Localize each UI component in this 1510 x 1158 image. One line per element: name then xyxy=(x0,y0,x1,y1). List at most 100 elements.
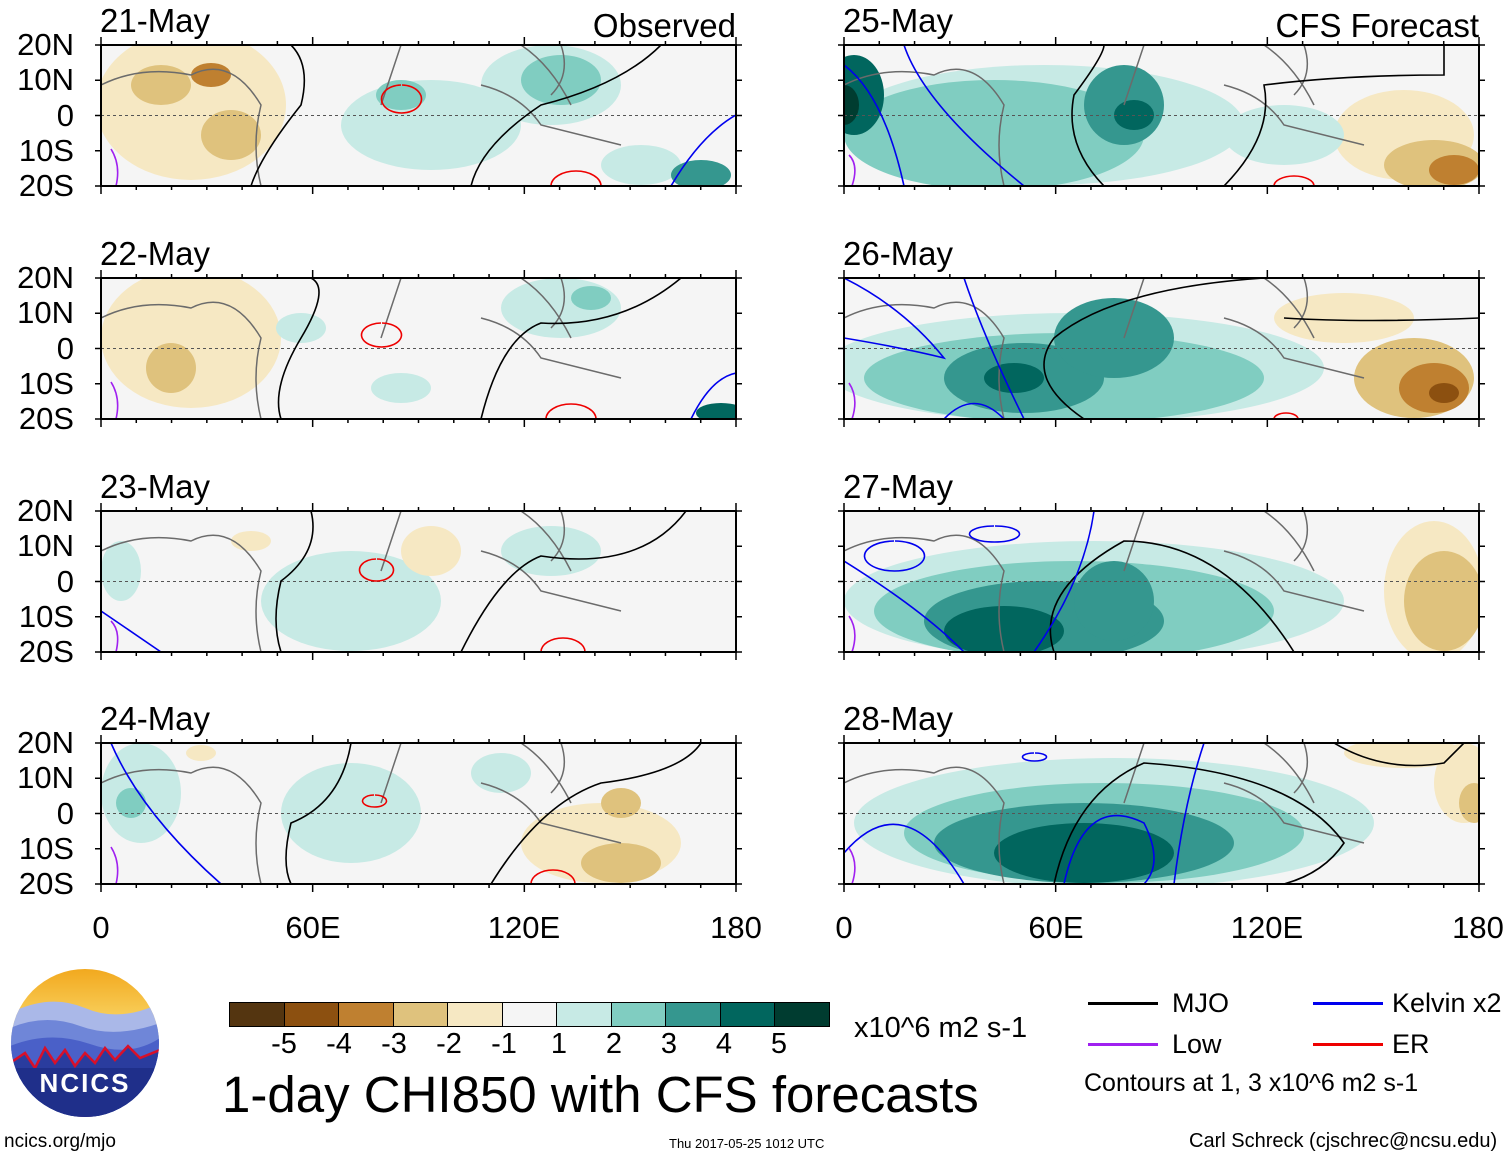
map-panel xyxy=(838,270,1485,427)
x-tick-label: 60E xyxy=(285,910,341,945)
contour-line xyxy=(844,278,947,360)
y-tick-label: 20N xyxy=(17,260,74,295)
y-tick-label: 20N xyxy=(17,27,74,62)
map-panel xyxy=(838,735,1485,892)
contour-line xyxy=(690,372,736,419)
contour-line xyxy=(1043,278,1265,419)
colorbar-tick-label: -4 xyxy=(326,1028,352,1060)
colorbar-swatch xyxy=(502,1003,557,1026)
y-tick-label: 20S xyxy=(18,168,74,203)
contour-line xyxy=(480,278,682,419)
contour-line xyxy=(530,869,576,884)
shading-region xyxy=(146,343,196,393)
colorbar-tick-label: 2 xyxy=(605,1028,623,1060)
contour-line xyxy=(1063,814,1155,884)
column-label: Observed xyxy=(592,7,736,44)
shading-region xyxy=(1429,383,1459,403)
y-tick-label: 10S xyxy=(18,365,74,401)
shading-region xyxy=(186,745,216,761)
contour-line xyxy=(848,847,856,884)
shading-region xyxy=(101,278,281,408)
shading-region xyxy=(994,823,1174,883)
shading-region xyxy=(261,551,441,651)
contour-line xyxy=(358,558,395,582)
colorbar-swatch xyxy=(557,1003,612,1026)
y-tick-label: 20N xyxy=(17,725,74,760)
map-panel xyxy=(95,735,742,892)
shading-region xyxy=(1274,293,1414,343)
legend-label-low: Low xyxy=(1172,1029,1222,1059)
shading-region xyxy=(231,531,271,551)
y-tick-label: 0 xyxy=(56,330,74,366)
y-tick-label: 10N xyxy=(17,760,74,796)
colorbar-swatch xyxy=(775,1003,829,1026)
shading-region xyxy=(1344,743,1464,768)
contour-line xyxy=(1273,412,1299,419)
map-panel xyxy=(95,503,742,660)
contour-line xyxy=(277,278,320,419)
panel-date: 24-May xyxy=(100,700,211,737)
contour-line xyxy=(545,403,597,419)
contour-note: Contours at 1, 3 x10^6 m2 s-1 xyxy=(1084,1069,1419,1097)
legend-line-mjo xyxy=(1088,1002,1158,1005)
shading-region xyxy=(191,63,231,87)
contour-line xyxy=(380,84,423,114)
shading-region xyxy=(1074,561,1154,641)
author-credit: Carl Schreck (cjschrec@ncsu.edu) xyxy=(1189,1130,1498,1152)
contour-line xyxy=(490,743,702,884)
contour-line xyxy=(101,610,162,652)
contour-line xyxy=(110,620,119,652)
y-tick-label: 0 xyxy=(56,97,74,133)
contour-line xyxy=(670,114,736,186)
colorbar-swatch xyxy=(393,1003,448,1026)
shading-region xyxy=(401,526,461,576)
colorbar-tick-label: 5 xyxy=(770,1028,788,1060)
shading-region xyxy=(471,753,531,793)
coastline xyxy=(844,45,1365,186)
shading-region xyxy=(696,403,736,419)
y-tick-label: 20S xyxy=(18,401,74,436)
panel-date: 22-May xyxy=(100,235,211,272)
coastline xyxy=(844,278,1365,419)
legend-label-kelvin: Kelvin x2 xyxy=(1392,988,1502,1018)
shading-region xyxy=(601,788,641,818)
x-tick-label: 0 xyxy=(835,910,853,945)
contour-line xyxy=(110,381,119,419)
shading-region xyxy=(276,313,326,343)
contour-line xyxy=(903,45,1025,186)
colorbar-swatch xyxy=(339,1003,394,1026)
y-tick-label: 20S xyxy=(18,866,74,901)
panel-date: 21-May xyxy=(100,2,211,39)
legend-label-mjo: MJO xyxy=(1172,988,1229,1018)
contour-line xyxy=(1021,752,1048,762)
shading-region xyxy=(844,80,1144,186)
contour-line xyxy=(361,794,388,808)
column-label: CFS Forecast xyxy=(1275,7,1479,44)
shading-region xyxy=(571,286,611,310)
map-panel xyxy=(838,503,1485,660)
shading-region xyxy=(371,373,431,403)
y-tick-label: 20S xyxy=(18,634,74,669)
contour-line xyxy=(943,402,1005,419)
contour-line xyxy=(540,637,586,652)
source-url[interactable]: ncics.org/mjo xyxy=(4,1131,116,1152)
legend-label-er: ER xyxy=(1392,1029,1430,1059)
contour-line xyxy=(1049,540,1295,652)
colorbar-swatch xyxy=(666,1003,721,1026)
y-tick-label: 0 xyxy=(56,563,74,599)
colorbar-swatch xyxy=(448,1003,503,1026)
contour-line xyxy=(848,615,856,652)
contour-line xyxy=(275,511,314,652)
contour-line xyxy=(550,170,602,186)
shading-region xyxy=(581,843,661,883)
colorbar-swatch xyxy=(720,1003,775,1026)
shading-region xyxy=(1224,105,1344,165)
coastline xyxy=(844,743,1365,884)
shading-region xyxy=(844,85,859,125)
contour-line xyxy=(1333,743,1465,767)
map-panel xyxy=(838,37,1485,194)
contour-line xyxy=(844,823,965,884)
contour-line xyxy=(1283,317,1479,322)
colorbar-tick-label: 4 xyxy=(715,1028,733,1060)
shading-region xyxy=(116,788,146,818)
